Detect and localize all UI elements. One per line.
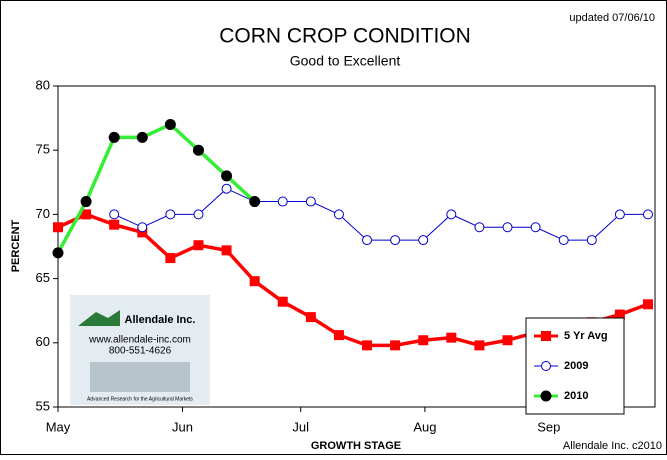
legend-label: 2009 bbox=[564, 360, 588, 372]
marker bbox=[306, 312, 316, 322]
x-tick-label: Sep bbox=[537, 419, 560, 434]
marker bbox=[334, 210, 343, 219]
y-axis-label: PERCENT bbox=[10, 219, 22, 272]
marker bbox=[165, 253, 175, 263]
marker bbox=[137, 132, 148, 143]
marker bbox=[503, 335, 513, 345]
marker bbox=[542, 362, 551, 371]
x-tick-label: Jul bbox=[292, 419, 309, 434]
logo-picture bbox=[90, 362, 190, 392]
marker bbox=[110, 210, 119, 219]
marker bbox=[362, 340, 372, 350]
marker bbox=[249, 196, 260, 207]
credit: Allendale Inc. c2010 bbox=[563, 440, 662, 452]
marker bbox=[643, 299, 653, 309]
marker bbox=[643, 210, 652, 219]
logo-name: Allendale Inc. bbox=[125, 314, 196, 326]
marker bbox=[222, 184, 231, 193]
marker bbox=[503, 223, 512, 232]
marker bbox=[194, 210, 203, 219]
x-tick-label: Jun bbox=[172, 419, 193, 434]
marker bbox=[278, 197, 287, 206]
legend-label: 2010 bbox=[564, 390, 588, 402]
marker bbox=[418, 335, 428, 345]
marker bbox=[193, 145, 204, 156]
logo-tagline: Advanced Research for the Agricultural M… bbox=[87, 396, 193, 402]
marker bbox=[193, 240, 203, 250]
x-tick-label: May bbox=[46, 419, 71, 434]
x-axis-label: GROWTH STAGE bbox=[311, 440, 401, 452]
marker bbox=[419, 236, 428, 245]
marker bbox=[391, 236, 400, 245]
marker bbox=[81, 196, 92, 207]
marker bbox=[474, 340, 484, 350]
marker bbox=[559, 236, 568, 245]
y-tick-label: 70 bbox=[36, 206, 50, 221]
y-tick-label: 75 bbox=[36, 142, 50, 157]
y-tick-label: 60 bbox=[36, 334, 50, 349]
marker bbox=[250, 276, 260, 286]
logo-url: www.allendale-inc.com bbox=[88, 335, 191, 346]
legend-label: 5 Yr Avg bbox=[564, 330, 608, 342]
marker bbox=[541, 331, 551, 341]
marker bbox=[531, 223, 540, 232]
legend: 5 Yr Avg 2009 2010 bbox=[526, 318, 624, 414]
marker bbox=[306, 197, 315, 206]
marker bbox=[475, 223, 484, 232]
marker bbox=[278, 297, 288, 307]
marker bbox=[541, 391, 552, 402]
y-tick-label: 65 bbox=[36, 270, 50, 285]
marker bbox=[447, 210, 456, 219]
x-tick-label: Aug bbox=[413, 419, 436, 434]
marker bbox=[53, 247, 64, 258]
marker bbox=[138, 223, 147, 232]
y-tick-label: 55 bbox=[36, 398, 50, 413]
marker bbox=[109, 132, 120, 143]
marker bbox=[390, 340, 400, 350]
marker bbox=[53, 222, 63, 232]
marker bbox=[446, 333, 456, 343]
chart-subtitle: Good to Excellent bbox=[290, 53, 401, 69]
chart: CORN CROP CONDITION Good to Excellent up… bbox=[0, 0, 667, 455]
update-note: updated 07/06/10 bbox=[569, 12, 655, 24]
marker bbox=[166, 210, 175, 219]
marker bbox=[222, 245, 232, 255]
y-tick-label: 80 bbox=[36, 77, 50, 92]
logo-phone: 800-551-4626 bbox=[109, 346, 172, 357]
marker bbox=[334, 330, 344, 340]
chart-title: CORN CROP CONDITION bbox=[219, 25, 471, 48]
marker bbox=[363, 236, 372, 245]
marker bbox=[587, 236, 596, 245]
marker bbox=[165, 119, 176, 130]
marker bbox=[615, 210, 624, 219]
logo: Allendale Inc. www.allendale-inc.com 800… bbox=[70, 295, 210, 405]
marker bbox=[221, 170, 232, 181]
marker bbox=[109, 220, 119, 230]
